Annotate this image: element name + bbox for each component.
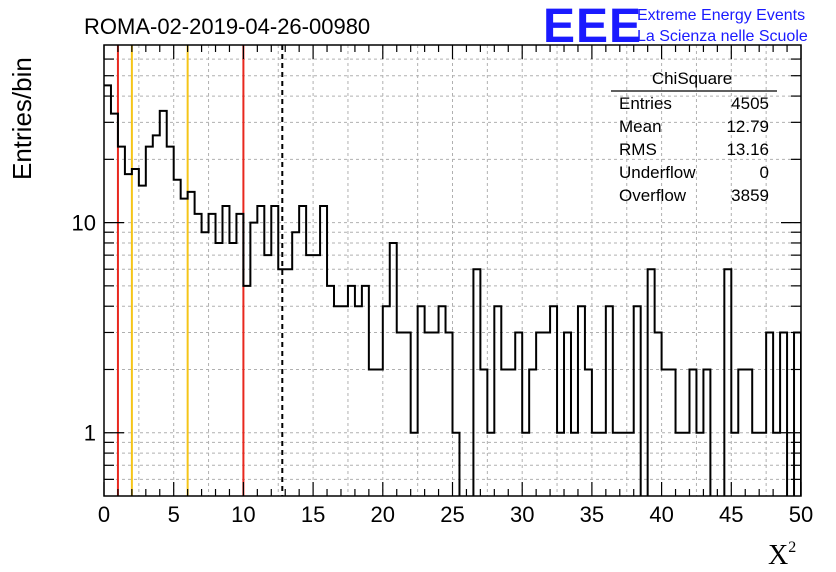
logo-line-1: Extreme Energy Events (637, 7, 805, 24)
stats-row-value: 4505 (731, 94, 769, 113)
x-tick-label: 10 (231, 502, 255, 527)
x-axis-label-sup: 2 (788, 539, 796, 556)
x-tick-label: 50 (789, 502, 813, 527)
x-tick-label: 35 (580, 502, 604, 527)
chart-title: ROMA-02-2019-04-26-00980 (84, 14, 370, 39)
x-tick-label: 5 (168, 502, 180, 527)
x-tick-label: 15 (301, 502, 325, 527)
x-tick-label: 30 (510, 502, 534, 527)
y-tick-label: 1 (84, 421, 96, 446)
stats-row-label: Underflow (619, 163, 696, 182)
x-tick-label: 40 (649, 502, 673, 527)
x-axis-label: X2 (768, 539, 796, 571)
stats-row-value: 0 (760, 163, 769, 182)
x-tick-label: 20 (371, 502, 395, 527)
x-tick-label: 0 (98, 502, 110, 527)
logo-line-2: La Scienza nelle Scuole (637, 28, 808, 45)
y-tick-label: 10 (72, 211, 96, 236)
axis-ticks (103, 45, 802, 496)
logo-mark: EEE (543, 0, 642, 53)
eee-logo: EEE Extreme Energy Events La Scienza nel… (543, 0, 808, 53)
stats-row-label: Overflow (619, 186, 687, 205)
stats-box: ChiSquare Entries 4505 Mean 12.79 RMS 13.16 Un… (611, 69, 777, 205)
stats-row-value: 3859 (731, 186, 769, 205)
histogram-line (104, 84, 801, 496)
vertical-marker-lines (116, 45, 284, 496)
stats-title: ChiSquare (652, 69, 732, 88)
axis-tick-labels: 0 5 10 15 20 25 30 35 40 45 50 1 10 (72, 211, 814, 527)
stats-row-label: Mean (619, 117, 662, 136)
stats-row-label: RMS (619, 140, 657, 159)
x-axis-label-base: X (768, 540, 788, 571)
stats-row-value: 13.16 (726, 140, 769, 159)
stats-rows: Entries 4505 Mean 12.79 RMS 13.16 Underflow 0 Ov… (619, 94, 769, 205)
x-tick-label: 45 (719, 502, 743, 527)
y-axis-label: Entries/bin (7, 57, 37, 180)
x-tick-label: 25 (440, 502, 464, 527)
stats-row-value: 12.79 (726, 117, 769, 136)
histogram-series (104, 84, 801, 496)
stats-row-label: Entries (619, 94, 672, 113)
